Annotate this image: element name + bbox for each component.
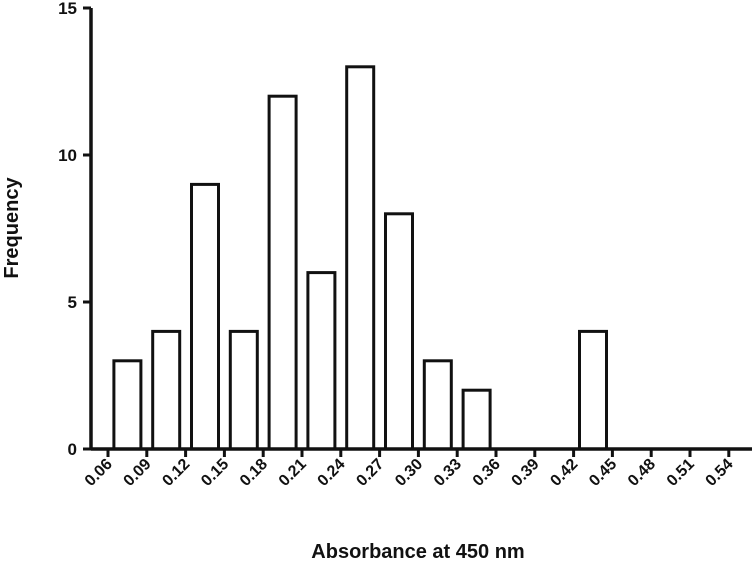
y-tick-label: 10 (58, 146, 77, 165)
x-tick-label: 0.48 (625, 456, 659, 490)
bar-0.15 (190, 182, 220, 451)
x-tick-label: 0.15 (198, 456, 232, 490)
x-tick-label: 0.09 (121, 456, 155, 490)
bar-0.27 (345, 65, 376, 451)
x-axis-title: Absorbance at 450 nm (311, 541, 524, 561)
x-tick-label: 0.21 (276, 456, 310, 490)
bar-0.30 (384, 212, 414, 451)
bar-0.33 (422, 359, 453, 451)
x-axis-ticks: 0.06 0.09 0.12 0.15 0.18 0.21 0.24 0.27 0.30 0.33… (82, 449, 737, 490)
x-tick-label: 0.06 (82, 456, 116, 490)
bar-0.45 (578, 329, 608, 451)
bar-0.09 (112, 359, 143, 451)
x-tick-label: 0.12 (159, 456, 193, 490)
x-tick-label: 0.42 (547, 456, 581, 490)
bar-0.18 (228, 329, 259, 451)
x-tick-label: 0.33 (431, 456, 465, 490)
y-tick-label: 0 (68, 440, 77, 459)
bar-0.21 (267, 94, 298, 451)
x-tick-label: 0.27 (353, 456, 387, 490)
y-tick-label: 15 (58, 0, 77, 18)
y-axis-ticks: 0 5 10 15 (58, 0, 91, 459)
y-axis-title: Frequency (1, 177, 23, 279)
x-tick-label: 0.30 (392, 456, 426, 490)
x-tick-label: 0.18 (237, 456, 271, 490)
bars-group (112, 65, 608, 451)
x-tick-label: 0.24 (315, 456, 349, 490)
bar-0.24 (306, 271, 337, 451)
x-tick-label: 0.51 (664, 456, 698, 490)
bar-0.36 (461, 388, 492, 451)
bar-0.12 (151, 329, 182, 451)
x-tick-label: 0.45 (586, 456, 620, 490)
x-tick-label: 0.54 (703, 456, 737, 490)
x-tick-label: 0.39 (509, 456, 543, 490)
y-tick-label: 5 (68, 293, 77, 312)
x-tick-label: 0.36 (470, 456, 504, 490)
